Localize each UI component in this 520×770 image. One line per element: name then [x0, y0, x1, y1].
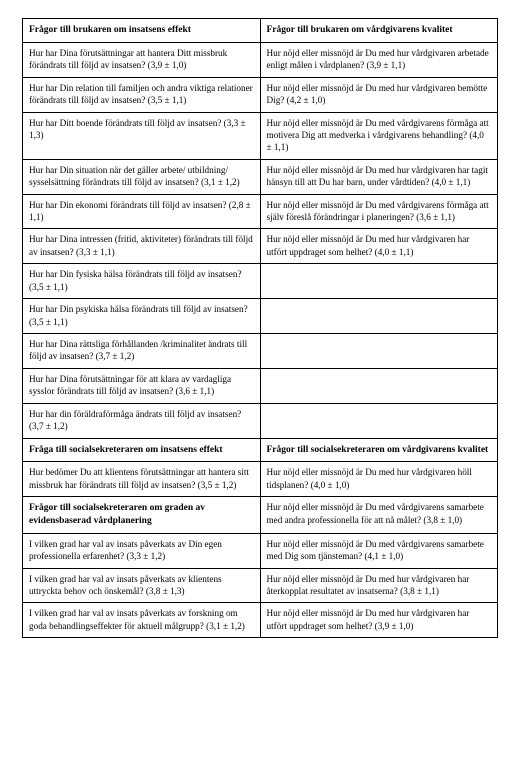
question-row: I vilken grad har val av insats påverkat…	[23, 568, 498, 603]
question-cell: Hur nöjd eller missnöjd är Du med hur vå…	[260, 42, 498, 77]
question-row: Hur har Ditt boende förändrats till följ…	[23, 112, 498, 159]
question-cell: Hur nöjd eller missnöjd är Du med hur vå…	[260, 229, 498, 264]
question-row: Hur har din föräldraförmåga ändrats till…	[23, 403, 498, 438]
question-row: Hur har Dina förutsättningar att hantera…	[23, 42, 498, 77]
section-header-cell: Frågor till socialsekreteraren om graden…	[23, 497, 261, 534]
question-cell: I vilken grad har val av insats påverkat…	[23, 603, 261, 638]
question-row: Hur har Dina intressen (fritid, aktivite…	[23, 229, 498, 264]
question-cell: Hur har Din fysiska hälsa förändrats til…	[23, 264, 261, 299]
question-cell: Hur nöjd eller missnöjd är Du med hur vå…	[260, 77, 498, 112]
question-row: Hur har Din psykiska hälsa förändrats ti…	[23, 299, 498, 334]
question-row: Hur har Din fysiska hälsa förändrats til…	[23, 264, 498, 299]
question-cell	[260, 333, 498, 368]
question-row: I vilken grad har val av insats påverkat…	[23, 603, 498, 638]
question-cell: Hur nöjd eller missnöjd är Du med hur vå…	[260, 159, 498, 194]
question-cell: Hur nöjd eller missnöjd är Du med vårdgi…	[260, 194, 498, 229]
section-header-cell: Frågor till brukaren om insatsens effekt	[23, 19, 261, 43]
section-header-cell: Fråga till socialsekreteraren om insatse…	[23, 438, 261, 462]
question-cell: Hur har Dina intressen (fritid, aktivite…	[23, 229, 261, 264]
question-cell	[260, 368, 498, 403]
question-cell	[260, 299, 498, 334]
question-cell	[260, 403, 498, 438]
question-cell: Hur nöjd eller missnöjd är Du med vårdgi…	[260, 497, 498, 534]
question-cell: Hur har Ditt boende förändrats till följ…	[23, 112, 261, 159]
question-row: I vilken grad har val av insats påverkat…	[23, 533, 498, 568]
section-header-cell: Frågor till socialsekreteraren om vårdgi…	[260, 438, 498, 462]
question-cell: Hur har Din situation när det gäller arb…	[23, 159, 261, 194]
question-row: Hur har Dina rättsliga förhållanden /kri…	[23, 333, 498, 368]
question-cell: Hur nöjd eller missnöjd är Du med hur vå…	[260, 603, 498, 638]
section-header-row: Frågor till socialsekreteraren om graden…	[23, 497, 498, 534]
question-cell: Hur har Din ekonomi förändrats till följ…	[23, 194, 261, 229]
section-header-cell: Frågor till brukaren om vårdgivarens kva…	[260, 19, 498, 43]
section-header-row: Frågor till brukaren om insatsens effekt…	[23, 19, 498, 43]
question-row: Hur har Din relation till familjen och a…	[23, 77, 498, 112]
question-cell: Hur har din föräldraförmåga ändrats till…	[23, 403, 261, 438]
question-row: Hur har Dina förutsättningar för att kla…	[23, 368, 498, 403]
question-row: Hur har Din situation när det gäller arb…	[23, 159, 498, 194]
question-cell: Hur har Din relation till familjen och a…	[23, 77, 261, 112]
question-cell: Hur har Dina förutsättningar för att kla…	[23, 368, 261, 403]
question-cell: Hur bedömer Du att klientens förutsättni…	[23, 462, 261, 497]
question-row: Hur har Din ekonomi förändrats till följ…	[23, 194, 498, 229]
question-cell: Hur har Din psykiska hälsa förändrats ti…	[23, 299, 261, 334]
question-cell: Hur nöjd eller missnöjd är Du med hur vå…	[260, 462, 498, 497]
question-cell	[260, 264, 498, 299]
question-cell: Hur nöjd eller missnöjd är Du med vårdgi…	[260, 112, 498, 159]
question-cell: I vilken grad har val av insats påverkat…	[23, 568, 261, 603]
question-cell: Hur har Dina förutsättningar att hantera…	[23, 42, 261, 77]
question-cell: Hur nöjd eller missnöjd är Du med vårdgi…	[260, 533, 498, 568]
section-header-row: Fråga till socialsekreteraren om insatse…	[23, 438, 498, 462]
question-row: Hur bedömer Du att klientens förutsättni…	[23, 462, 498, 497]
question-cell: Hur nöjd eller missnöjd är Du med hur vå…	[260, 568, 498, 603]
question-cell: Hur har Dina rättsliga förhållanden /kri…	[23, 333, 261, 368]
questionnaire-table: Frågor till brukaren om insatsens effekt…	[22, 18, 498, 638]
question-cell: I vilken grad har val av insats påverkat…	[23, 533, 261, 568]
